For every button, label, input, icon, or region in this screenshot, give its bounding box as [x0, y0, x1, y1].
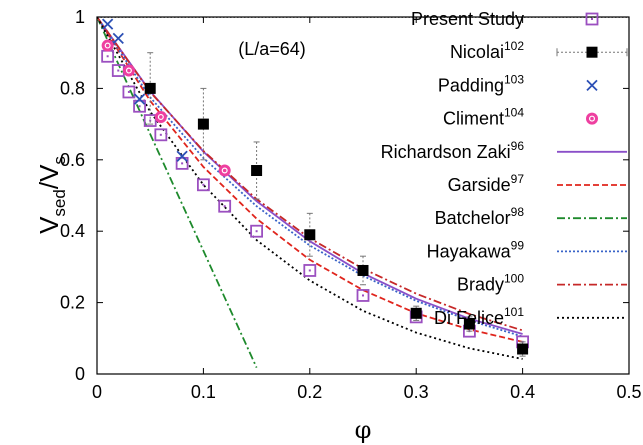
x-axis-title: φ [355, 416, 372, 444]
data-point-nicolai [517, 343, 529, 355]
legend-item: Brady100 [457, 272, 627, 295]
data-point-present-study [196, 178, 210, 192]
legend: Present Study Nicolai102 Padding103 Climent… [381, 9, 628, 328]
data-point-present-study [143, 114, 157, 127]
data-point-nicolai [463, 318, 475, 330]
legend-swatch-inner [588, 115, 595, 122]
legend-label: Richardson Zaki96 [381, 139, 525, 162]
plot-area [97, 17, 629, 368]
legend-swatch [585, 12, 599, 26]
data-point-present-study [154, 128, 168, 142]
data-point-present-study-dot [138, 105, 141, 108]
data-point-nicolai [357, 264, 369, 276]
legend-item: Richardson Zaki96 [381, 139, 627, 162]
y-tick-label: 1 [75, 7, 85, 27]
data-point-climent [154, 110, 167, 123]
data-point-nicolai [251, 165, 263, 177]
data-point-present-study [218, 199, 232, 213]
legend-swatch [586, 79, 598, 92]
legend-label: Brady100 [457, 272, 524, 295]
y-tick-label: 0.4 [60, 221, 85, 241]
data-point-nicolai [144, 82, 156, 94]
data-point-padding [133, 93, 146, 105]
legend-label: Garside97 [448, 172, 525, 195]
x-tick-label: 0 [92, 382, 102, 402]
series-line-batchelor [97, 17, 258, 368]
legend-label: Batchelor98 [435, 205, 525, 228]
legend-label: Di Felice101 [434, 305, 524, 328]
data-point-present-study-dot [223, 205, 226, 208]
data-point-padding [176, 150, 188, 162]
data-point-present-study-dot [149, 119, 152, 122]
data-point-present-study-dot [362, 294, 364, 297]
data-point-present-study-dot [181, 162, 184, 165]
data-point-present-study-dot [106, 55, 109, 58]
legend-item: Padding103 [438, 72, 598, 95]
legend-label: Hayakawa99 [427, 238, 525, 261]
data-point-climent-inner [157, 113, 164, 120]
data-point-present-study [250, 224, 264, 238]
data-point-present-study-dot [117, 69, 120, 72]
legend-swatch-dot [591, 18, 593, 20]
legend-item: Hayakawa99 [427, 238, 627, 261]
series-line-hayakawa [97, 17, 523, 338]
x-tick-label: 0.1 [191, 382, 216, 402]
data-point-climent [122, 64, 135, 77]
legend-label: Padding103 [438, 72, 524, 95]
x-tick-label: 0.3 [404, 382, 429, 402]
axes: 0 0.1 0.2 0.3 0.4 0.5 0 0.2 0.4 0.6 0.8 1 [60, 7, 642, 402]
legend-item: Present Study [411, 9, 599, 29]
legend-item: Nicolai102 [450, 39, 628, 62]
legend-label: Present Study [411, 9, 524, 29]
legend-label: Climent104 [443, 106, 524, 129]
legend-item: Climent104 [443, 106, 598, 129]
data-point-nicolai [304, 229, 316, 241]
x-tick-label: 0.5 [616, 382, 641, 402]
annotation-label: (L/a=64) [238, 39, 306, 59]
x-tick-label: 0.2 [297, 382, 322, 402]
data-point-present-study [175, 156, 189, 170]
data-point-padding [112, 32, 124, 45]
series-line-garside [97, 17, 523, 343]
legend-label: Nicolai102 [450, 39, 524, 62]
data-point-present-study [303, 264, 317, 277]
data-point-present-study-dot [127, 90, 130, 93]
data-point-present-study-dot [255, 230, 258, 233]
data-point-padding [102, 18, 114, 30]
legend-swatch [586, 112, 598, 125]
y-tick-label: 0.6 [60, 150, 85, 170]
y-axis-title: Vsed/Vs [34, 156, 69, 234]
legend-item: Di Felice101 [434, 305, 627, 328]
data-point-present-study-dot [202, 183, 205, 186]
data-point-climent [101, 39, 114, 52]
data-point-nicolai [197, 118, 209, 130]
legend-swatch [586, 46, 598, 58]
y-tick-label: 0.8 [60, 78, 85, 98]
data-point-climent-inner [104, 42, 111, 49]
legend-item: Garside97 [448, 172, 627, 195]
data-point-climent-inner [221, 167, 228, 174]
legend-item: Batchelor98 [435, 205, 627, 228]
data-point-climent-inner [125, 67, 132, 74]
data-point-climent [218, 164, 231, 177]
data-point-present-study [133, 99, 146, 113]
plot-frame [96, 16, 630, 375]
y-tick-label: 0.2 [60, 293, 85, 313]
data-point-nicolai [410, 307, 422, 319]
data-point-present-study-dot [308, 269, 311, 272]
data-point-present-study-dot [159, 133, 162, 136]
y-tick-label: 0 [75, 364, 85, 384]
data-point-present-study [356, 289, 370, 302]
x-tick-label: 0.4 [510, 382, 535, 402]
data-point-present-study [122, 85, 136, 99]
